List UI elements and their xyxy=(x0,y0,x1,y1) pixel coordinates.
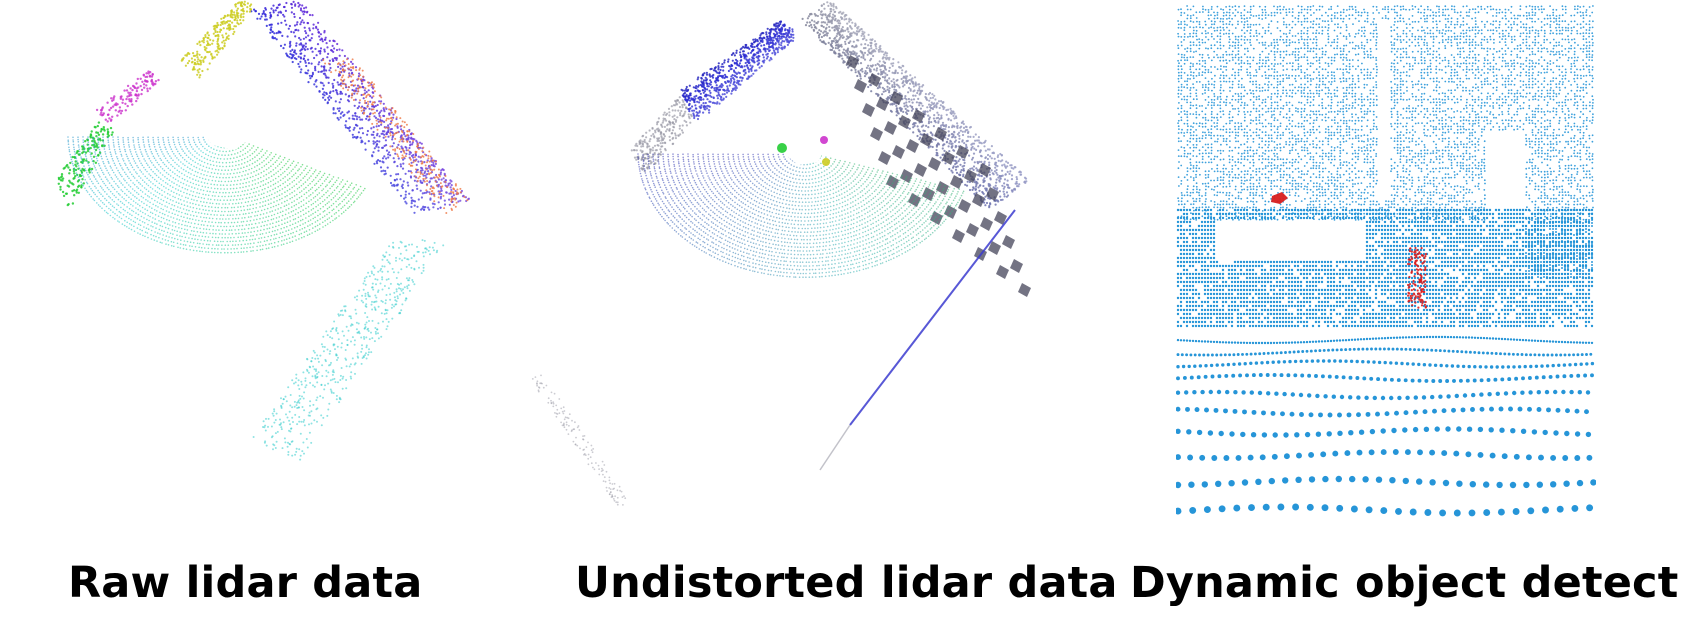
dynamic-object-detection-image xyxy=(1176,0,1596,520)
undistorted-lidar-image xyxy=(520,0,1120,520)
caption-dynamic-object-detection: Dynamic object detection xyxy=(1130,558,1682,608)
raw-lidar-image xyxy=(0,0,490,520)
undistorted-lidar-point-cloud xyxy=(531,1,1031,506)
dynamic-object-point-cloud xyxy=(1176,5,1596,517)
raw-lidar-point-cloud xyxy=(57,0,470,461)
caption-undistorted-lidar: Undistorted lidar data xyxy=(575,558,1118,608)
caption-raw-lidar: Raw lidar data xyxy=(68,558,423,608)
